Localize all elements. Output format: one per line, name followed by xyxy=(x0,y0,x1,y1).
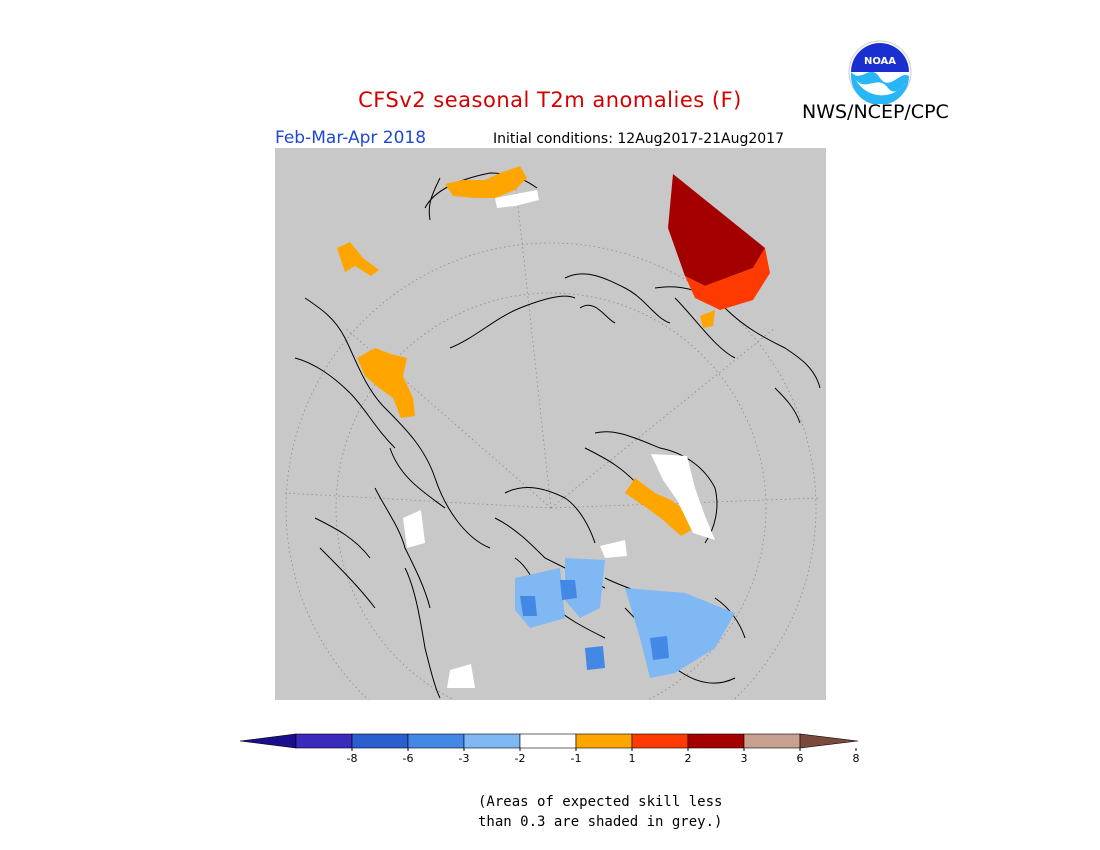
colorbar-tick-label: -3 xyxy=(459,752,470,765)
colorbar-box xyxy=(743,733,801,749)
colorbar-tick-label: 1 xyxy=(629,752,636,765)
colorbar-box xyxy=(463,733,521,749)
coastlines xyxy=(294,172,821,699)
footnote-line-2: than 0.3 are shaded in grey.) xyxy=(478,814,723,830)
colorbar-tick-label: -6 xyxy=(403,752,414,765)
warm-anomaly-region-east-asia xyxy=(337,166,695,536)
colorbar-above-arrow xyxy=(799,733,859,749)
map-title: CFSv2 seasonal T2m anomalies (F) xyxy=(358,88,742,112)
cold-anomaly-region-canada xyxy=(515,558,735,678)
no-skill-white-patches xyxy=(403,190,715,688)
colorbar-tick-label: 2 xyxy=(685,752,692,765)
polar-map xyxy=(275,148,826,700)
colorbar-box xyxy=(687,733,745,749)
noaa-logo: NOAA xyxy=(848,40,912,104)
footnote: (Areas of expected skill less than 0.3 a… xyxy=(478,792,722,832)
graticule xyxy=(284,177,821,700)
footnote-line-1: (Areas of expected skill less xyxy=(478,794,723,810)
colorbar-box xyxy=(351,733,409,749)
colorbar-below-arrow xyxy=(239,733,297,749)
colorbar-tick-label: 3 xyxy=(741,752,748,765)
initial-conditions-label: Initial conditions: 12Aug2017-21Aug2017 xyxy=(493,131,784,147)
colorbar-box xyxy=(407,733,465,749)
colorbar: -8 -6 -3 -2 -1 1 2 3 6 8 xyxy=(239,733,860,765)
colorbar-tick-label: 8 xyxy=(853,752,860,765)
svg-text:NOAA: NOAA xyxy=(864,56,896,67)
colorbar-tick-label: -1 xyxy=(571,752,582,765)
colorbar-tick-label: 6 xyxy=(797,752,804,765)
colorbar-tick-label: -2 xyxy=(515,752,526,765)
organization-label: NWS/NCEP/CPC xyxy=(802,101,949,123)
colorbar-box xyxy=(575,733,633,749)
colorbar-box xyxy=(295,733,353,749)
season-label: Feb-Mar-Apr 2018 xyxy=(275,128,427,148)
warm-anomaly-region-eurasia xyxy=(668,174,770,328)
colorbar-box xyxy=(631,733,689,749)
colorbar-tick-label: -8 xyxy=(347,752,358,765)
colorbar-box xyxy=(519,733,577,749)
